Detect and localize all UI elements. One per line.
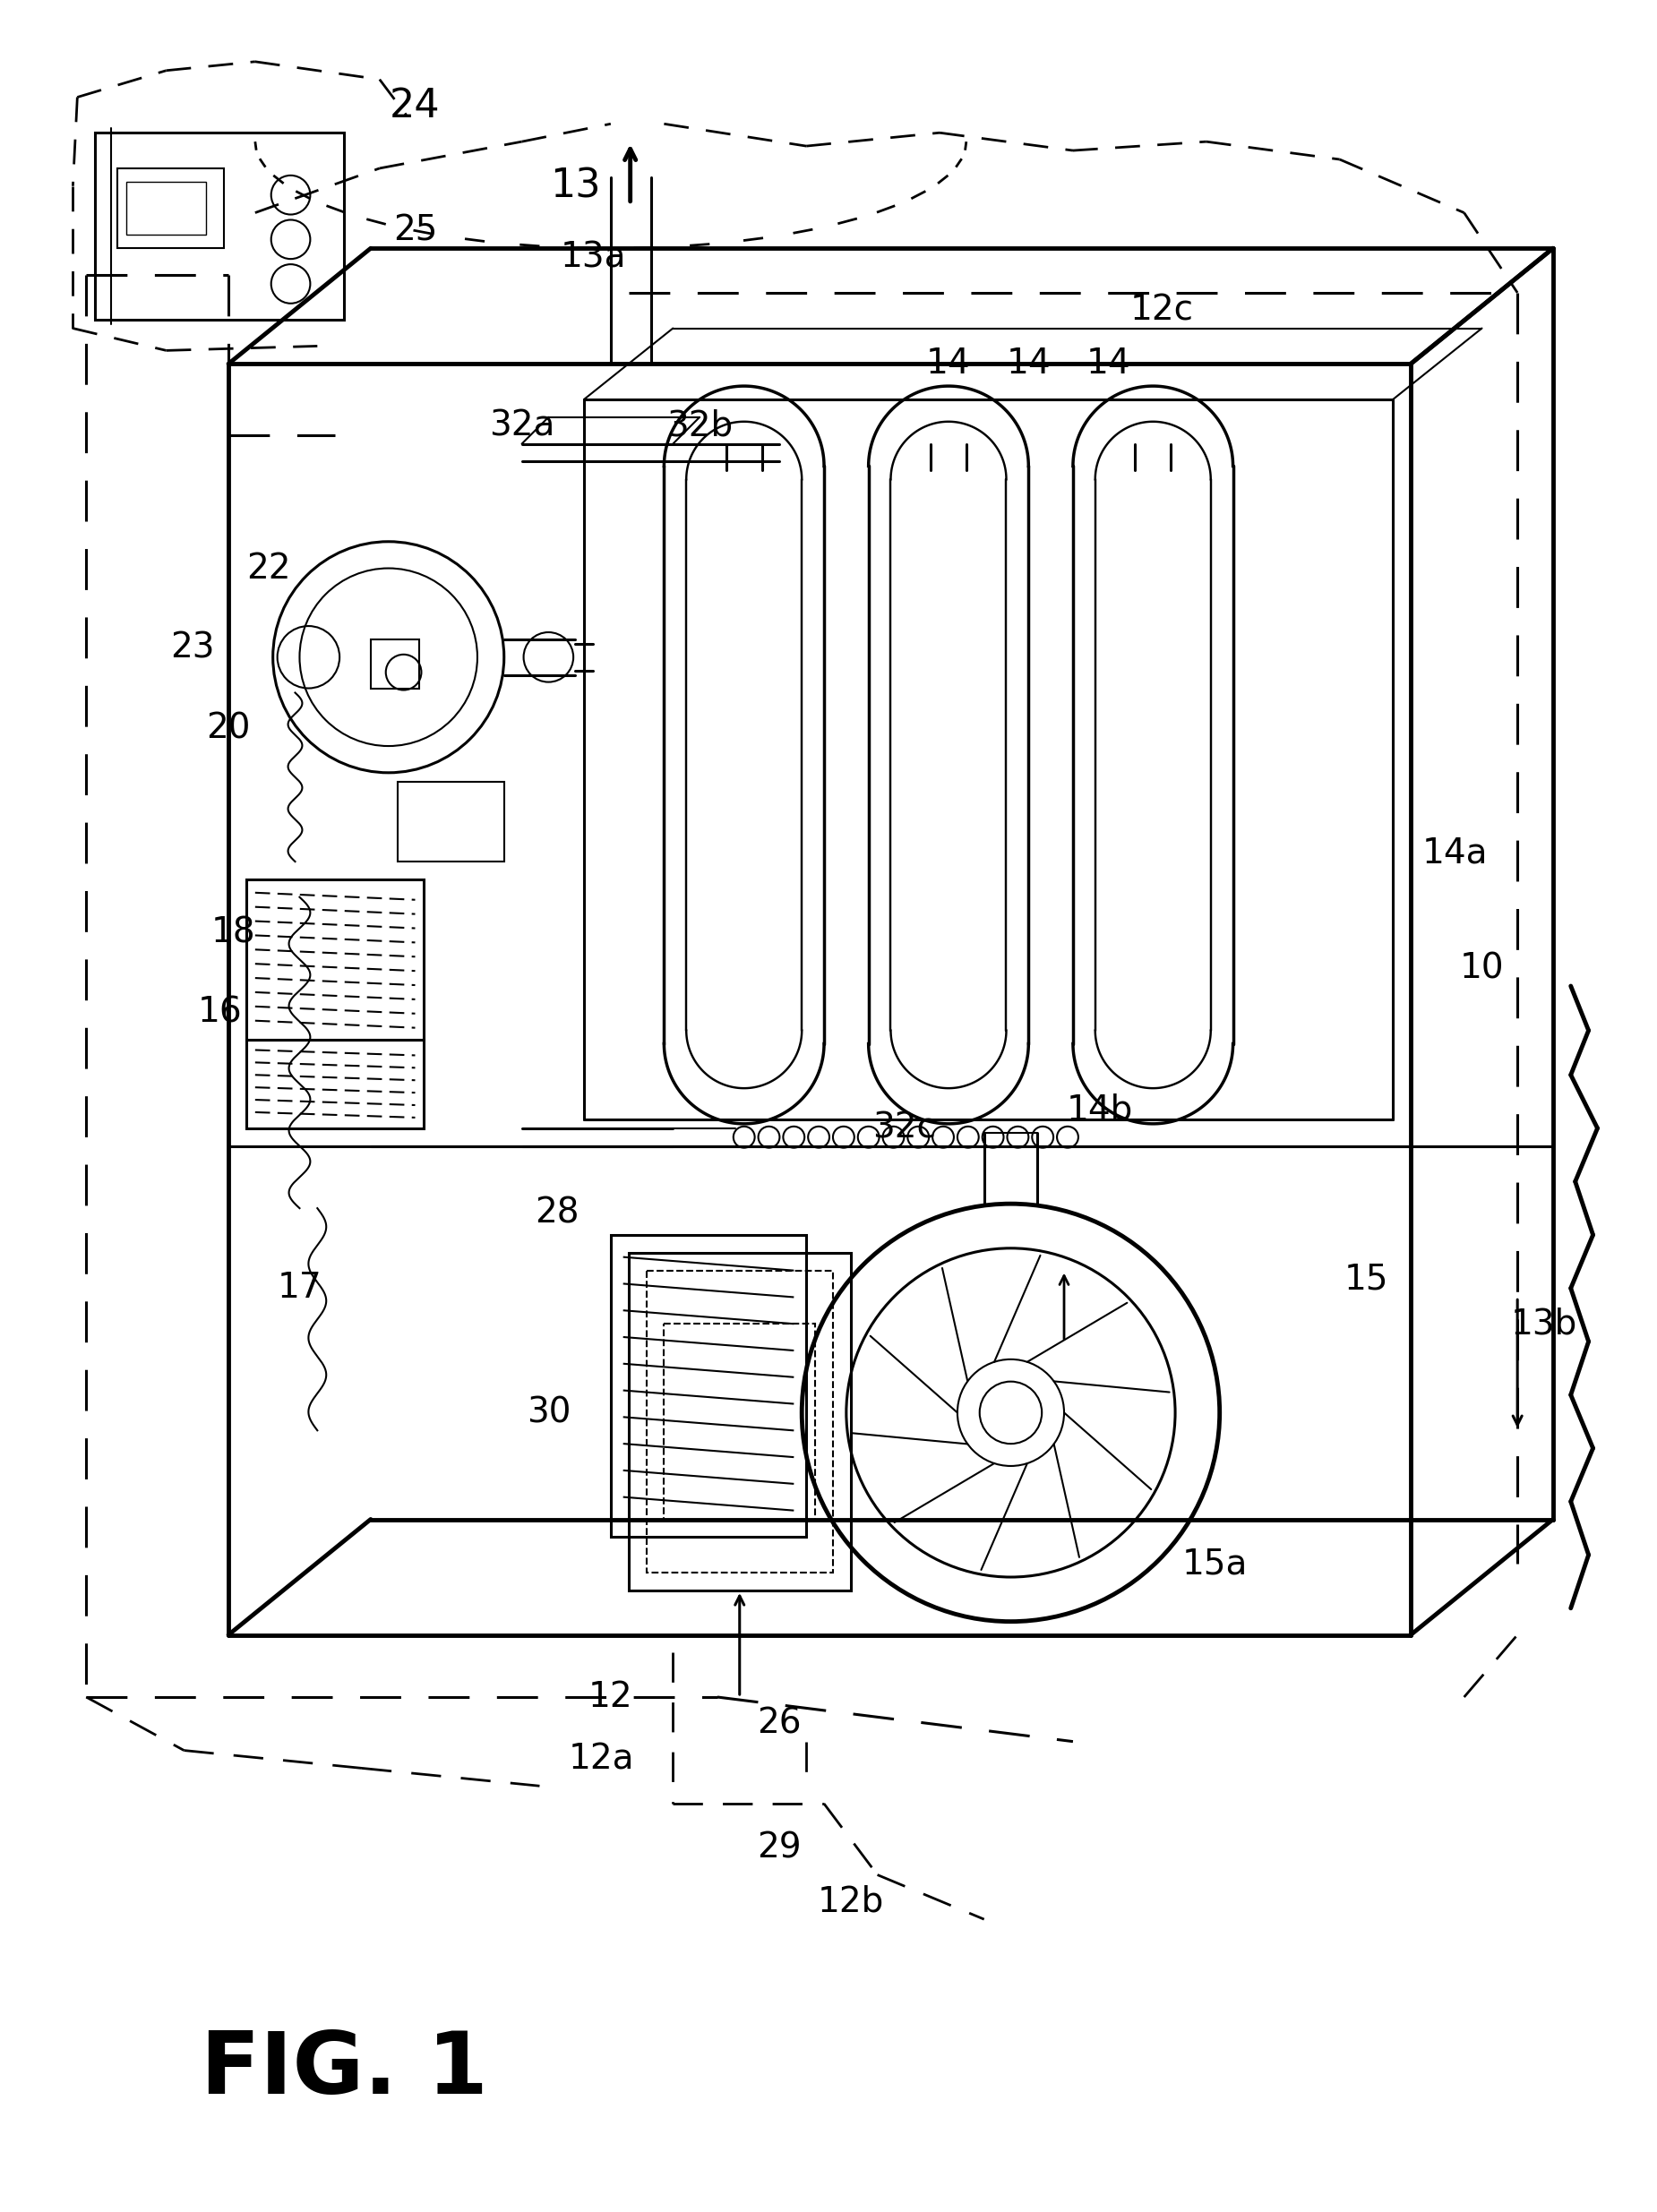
- Text: 10: 10: [1460, 951, 1505, 984]
- Text: 12: 12: [588, 1681, 633, 1714]
- Text: FIG. 1: FIG. 1: [200, 2028, 487, 2112]
- Bar: [371, 639, 419, 688]
- Text: 12b: 12b: [817, 1885, 883, 1918]
- Bar: [126, 181, 205, 234]
- Text: 22: 22: [247, 551, 290, 586]
- Text: 12c: 12c: [1130, 294, 1193, 327]
- Bar: [611, 1234, 807, 1537]
- Text: 14: 14: [926, 347, 971, 380]
- Text: 20: 20: [205, 712, 250, 745]
- Text: 13a: 13a: [560, 241, 626, 274]
- Text: 14: 14: [1006, 347, 1051, 380]
- Bar: [247, 1040, 424, 1128]
- Bar: [646, 1270, 833, 1573]
- Text: 32c: 32c: [872, 1110, 936, 1146]
- Text: 14a: 14a: [1422, 836, 1488, 869]
- Bar: [247, 880, 424, 1040]
- Text: 32a: 32a: [489, 409, 555, 442]
- Text: 12a: 12a: [568, 1743, 635, 1776]
- Text: 17: 17: [277, 1272, 321, 1305]
- Text: 15a: 15a: [1183, 1546, 1248, 1582]
- Text: 16: 16: [197, 995, 242, 1031]
- Text: 14: 14: [1087, 347, 1130, 380]
- Text: 13b: 13b: [1511, 1307, 1577, 1340]
- Text: 26: 26: [757, 1708, 802, 1741]
- Bar: [118, 168, 224, 248]
- Text: 23: 23: [171, 630, 215, 666]
- Bar: [664, 1323, 815, 1520]
- Text: 24: 24: [389, 86, 441, 126]
- Text: 13: 13: [550, 166, 600, 206]
- Text: 25: 25: [393, 215, 437, 248]
- Text: 15: 15: [1344, 1263, 1389, 1296]
- Text: 18: 18: [210, 916, 255, 949]
- Bar: [628, 1252, 850, 1590]
- Bar: [94, 133, 345, 319]
- Text: 30: 30: [527, 1396, 570, 1429]
- Text: 29: 29: [757, 1832, 802, 1865]
- Bar: [398, 781, 504, 860]
- Text: 14b: 14b: [1067, 1093, 1133, 1128]
- Text: 28: 28: [535, 1197, 580, 1230]
- Text: 32b: 32b: [666, 409, 732, 442]
